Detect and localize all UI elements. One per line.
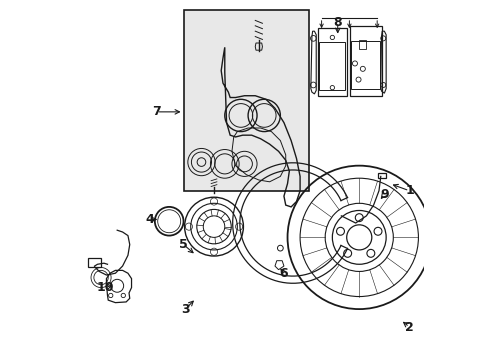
Text: 8: 8 — [333, 16, 341, 29]
Text: 6: 6 — [279, 267, 287, 280]
Text: 10: 10 — [97, 281, 114, 294]
Text: 1: 1 — [404, 184, 413, 197]
Bar — [351, 41, 379, 89]
Bar — [88, 258, 101, 267]
Text: 9: 9 — [379, 188, 388, 201]
Bar — [358, 40, 365, 49]
Text: 5: 5 — [179, 238, 187, 251]
Text: 7: 7 — [152, 105, 161, 118]
Bar — [183, 10, 308, 191]
Text: 2: 2 — [404, 320, 413, 333]
Bar — [317, 28, 346, 96]
Text: 3: 3 — [181, 303, 189, 316]
Bar — [377, 173, 385, 178]
Bar — [349, 26, 381, 96]
Bar — [319, 42, 345, 90]
Text: 4: 4 — [145, 213, 154, 226]
